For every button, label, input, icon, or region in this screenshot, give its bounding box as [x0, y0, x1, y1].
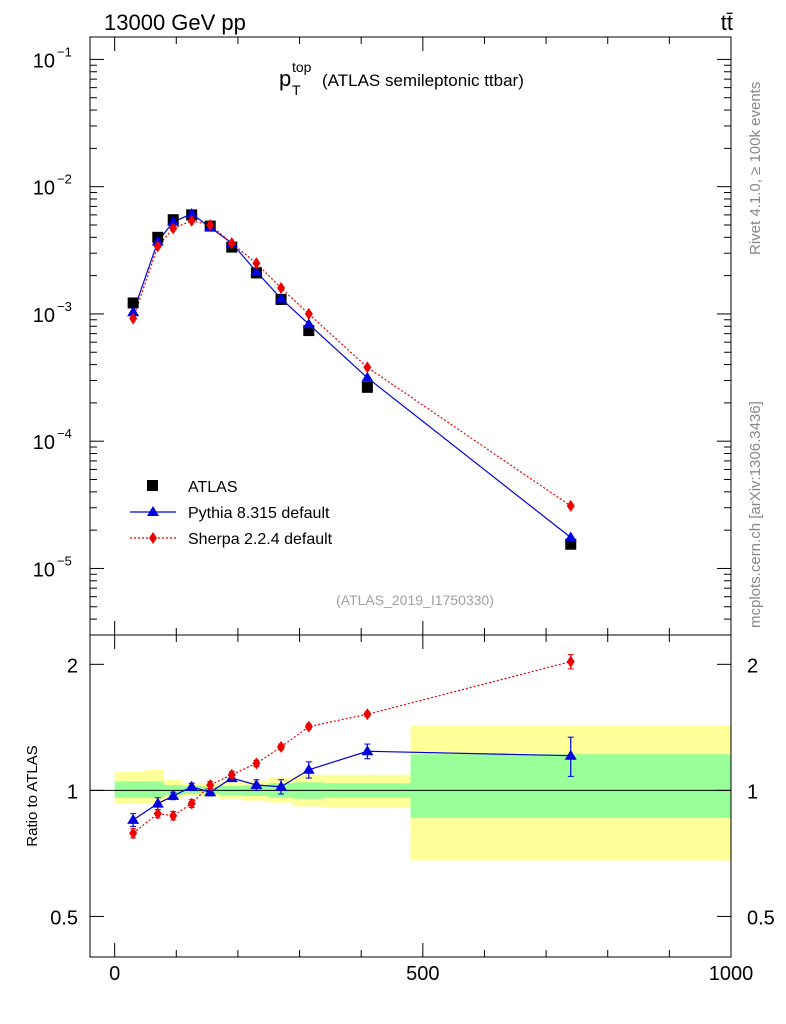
legend-pythia-label: Pythia 8.315 default: [188, 505, 330, 522]
pythia-ratio-point: [564, 749, 577, 760]
sherpa-ratio-point: [206, 778, 215, 791]
sherpa-data-point: [566, 499, 575, 512]
y-tick-label-exponent: −1: [57, 44, 72, 59]
pythia-ratio-point: [151, 797, 164, 808]
main-axes: 10−510−410−310−210−1: [33, 37, 732, 635]
rivet-version-label: Rivet 4.1.0, ≥ 100k events: [747, 82, 764, 255]
ratio-y-tick-label-right: 2: [747, 655, 758, 677]
sherpa-ratio-point: [252, 757, 261, 770]
legend-pythia-marker: [147, 506, 159, 516]
ratio-y-tick-label: 2: [67, 655, 78, 677]
sherpa-ratio-point: [153, 807, 162, 820]
ratio-y-tick-label-right: 0.5: [747, 907, 775, 929]
pythia-data-point: [302, 318, 315, 329]
plot-title-text: (ATLAS semileptonic ttbar): [322, 71, 524, 90]
pythia-ratio-point: [185, 780, 198, 791]
y-tick-label-base: 10: [33, 305, 55, 327]
sherpa-data-point: [227, 237, 236, 250]
main-plot-panel: 10−510−410−310−210−1 p top T (ATLAS semi…: [33, 36, 732, 636]
y-tick-label-exponent: −3: [57, 299, 72, 314]
sherpa-ratio-point: [227, 768, 236, 781]
pythia-data-point: [361, 371, 374, 382]
sherpa-data-point: [129, 312, 138, 325]
y-tick-label-exponent: −2: [57, 172, 72, 187]
y-tick-label-exponent: −5: [57, 553, 72, 568]
sherpa-ratio-point: [187, 797, 196, 810]
ratio-y-tick-label: 1: [67, 781, 78, 803]
ratio-y-tick-label-right: 1: [747, 781, 758, 803]
sherpa-ratio-point: [363, 708, 372, 721]
plot-title-subscript: T: [292, 82, 301, 98]
sherpa-line: [132, 220, 572, 507]
mcplots-label: mcplots.cern.ch [arXiv:1306.3436]: [747, 401, 764, 628]
atlas-data-point: [127, 297, 139, 309]
pythia-data-point: [250, 265, 263, 276]
process-label: tt̄: [721, 10, 733, 35]
y-tick-label-base: 10: [33, 559, 55, 581]
sherpa-data-point: [277, 281, 286, 294]
ratio-plot-frame: [89, 634, 732, 958]
legend-sherpa-label: Sherpa 2.2.4 default: [188, 531, 333, 548]
y-tick-label-exponent: −4: [57, 426, 72, 441]
sherpa-ratio-point: [129, 827, 138, 840]
pythia-data-point: [127, 306, 140, 317]
plot-title-p: p: [279, 66, 291, 91]
inner-uncertainty-band: [145, 781, 164, 798]
y-tick-label-base: 10: [33, 178, 55, 200]
sherpa-data-point: [187, 214, 196, 227]
legend-atlas-marker: [147, 480, 158, 491]
pythia-ratio-point: [302, 763, 315, 774]
sherpa-data-point: [153, 240, 162, 253]
main-plot-frame: [89, 36, 732, 636]
legend-sherpa-marker: [149, 532, 157, 544]
pythia-data-point: [185, 207, 198, 218]
sherpa-ratio-point: [277, 740, 286, 753]
inner-uncertainty-band: [114, 781, 146, 798]
x-tick-label: 1000: [709, 963, 754, 985]
plot-title-superscript: top: [292, 59, 312, 75]
sherpa-ratio-point: [566, 655, 575, 668]
ratio-y-tick-label: 0.5: [50, 907, 78, 929]
sherpa-ratio-point: [169, 809, 178, 822]
ratio-y-axis-label: Ratio to ATLAS: [24, 745, 41, 846]
pythia-ratio-point: [167, 789, 180, 800]
atlas-data-point: [361, 381, 373, 393]
y-tick-label-base: 10: [33, 432, 55, 454]
pythia-data-point: [167, 215, 180, 226]
main-series-group: [127, 207, 577, 550]
ratio-series-group: [127, 654, 577, 840]
y-tick-label-base: 10: [33, 50, 55, 72]
ratio-axes: 0.5 0.5 1 1 2 2 0 500 1000: [50, 635, 775, 985]
ratio-plot-panel: 0.5 0.5 1 1 2 2 0 500 1000 Ratio to ATLAS: [24, 634, 775, 985]
pythia-ratio-point: [361, 745, 374, 756]
pythia-data-point: [564, 531, 577, 542]
pythia-ratio-point: [127, 813, 140, 824]
pythia-data-point: [275, 292, 288, 303]
x-tick-label: 500: [406, 963, 439, 985]
sherpa-ratio-line: [132, 661, 571, 834]
sherpa-data-point: [169, 222, 178, 235]
sherpa-data-point: [206, 218, 215, 231]
energy-label: 13000 GeV pp: [104, 10, 246, 35]
atlas-data-point: [565, 538, 577, 550]
pythia-ratio-point: [204, 786, 217, 797]
pythia-ratio-point: [275, 780, 288, 791]
sherpa-data-point: [363, 361, 372, 374]
pythia-ratio-point: [250, 778, 263, 789]
analysis-id-label: (ATLAS_2019_I1750330): [336, 592, 494, 608]
sherpa-data-point: [252, 257, 261, 270]
sherpa-data-point: [304, 307, 313, 320]
atlas-data-point: [303, 325, 315, 337]
legend-atlas-label: ATLAS: [188, 479, 238, 496]
x-tick-label: 0: [109, 963, 120, 985]
legend: ATLAS Pythia 8.315 default Sherpa 2.2.4 …: [130, 479, 333, 548]
sherpa-ratio-point: [304, 720, 313, 733]
